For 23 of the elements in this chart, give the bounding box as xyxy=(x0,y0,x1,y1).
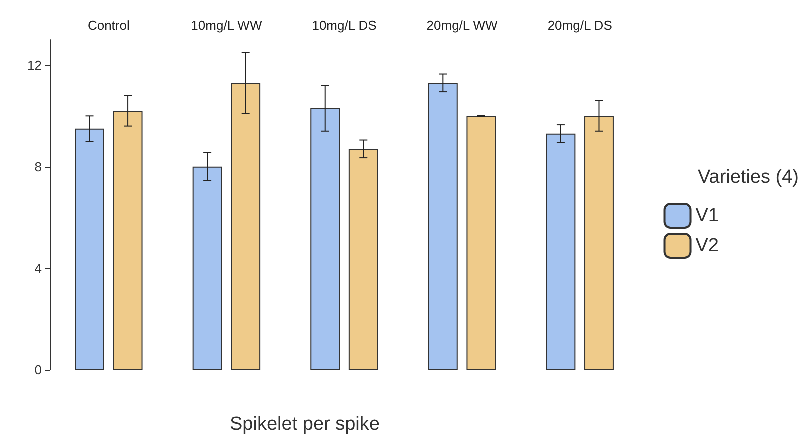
y-tick-label: 4 xyxy=(34,260,42,276)
x-tick-label: Control xyxy=(88,18,130,33)
bar xyxy=(546,134,576,370)
y-tick-label: 0 xyxy=(34,362,42,378)
x-tick-label: 20mg/L DS xyxy=(548,18,613,33)
bar xyxy=(310,108,340,370)
bar xyxy=(192,166,222,370)
bar xyxy=(75,128,104,370)
bar xyxy=(428,83,458,370)
x-tick-label: 10mg/L WW xyxy=(191,18,263,33)
bar xyxy=(113,111,143,370)
bar xyxy=(584,116,614,370)
legend-label: V2 xyxy=(696,236,720,256)
x-axis-title: Spikelet per spike xyxy=(230,414,380,435)
legend-title: Varieties (4) xyxy=(698,167,800,188)
y-tick-label: 12 xyxy=(28,58,42,73)
bar xyxy=(231,83,261,370)
bar xyxy=(348,149,378,370)
x-tick-label: 20mg/L WW xyxy=(426,18,499,33)
x-tick-label: 10mg/L DS xyxy=(312,18,378,33)
bar xyxy=(466,116,496,370)
y-tick-label: 8 xyxy=(34,159,42,174)
legend-label: V1 xyxy=(696,206,720,226)
